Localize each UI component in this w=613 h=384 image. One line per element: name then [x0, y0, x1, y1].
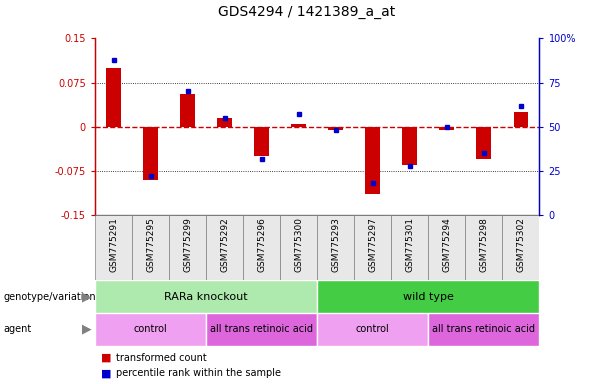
- Text: GSM775295: GSM775295: [146, 217, 155, 272]
- Bar: [95, 313, 206, 346]
- Bar: [465, 215, 503, 280]
- Bar: [132, 215, 169, 280]
- Text: genotype/variation: genotype/variation: [3, 291, 96, 302]
- Text: control: control: [134, 324, 167, 334]
- Text: all trans retinoic acid: all trans retinoic acid: [432, 324, 535, 334]
- Text: wild type: wild type: [403, 291, 454, 302]
- Bar: [217, 118, 232, 127]
- Bar: [280, 215, 318, 280]
- Text: GSM775301: GSM775301: [405, 217, 414, 272]
- Bar: [318, 215, 354, 280]
- Bar: [428, 215, 465, 280]
- Bar: [206, 215, 243, 280]
- Bar: [391, 215, 428, 280]
- Text: percentile rank within the sample: percentile rank within the sample: [116, 368, 281, 378]
- Text: ▶: ▶: [82, 290, 92, 303]
- Bar: [402, 127, 417, 165]
- Bar: [365, 127, 380, 194]
- Bar: [503, 215, 539, 280]
- Bar: [318, 280, 539, 313]
- Bar: [106, 68, 121, 127]
- Bar: [428, 313, 539, 346]
- Text: ■: ■: [101, 353, 112, 363]
- Text: RARa knockout: RARa knockout: [164, 291, 248, 302]
- Bar: [514, 112, 528, 127]
- Text: agent: agent: [3, 324, 31, 334]
- Text: GSM775297: GSM775297: [368, 217, 377, 272]
- Text: GSM775291: GSM775291: [109, 217, 118, 272]
- Bar: [254, 127, 269, 156]
- Bar: [354, 215, 391, 280]
- Text: GSM775292: GSM775292: [220, 217, 229, 272]
- Text: GSM775296: GSM775296: [257, 217, 266, 272]
- Bar: [440, 127, 454, 130]
- Bar: [169, 215, 206, 280]
- Text: GSM775294: GSM775294: [443, 217, 451, 272]
- Bar: [476, 127, 491, 159]
- Text: GSM775302: GSM775302: [516, 217, 525, 272]
- Text: transformed count: transformed count: [116, 353, 207, 363]
- Bar: [243, 215, 280, 280]
- Bar: [143, 127, 158, 180]
- Bar: [206, 313, 318, 346]
- Bar: [329, 127, 343, 130]
- Text: control: control: [356, 324, 390, 334]
- Text: all trans retinoic acid: all trans retinoic acid: [210, 324, 313, 334]
- Text: ■: ■: [101, 368, 112, 378]
- Text: GDS4294 / 1421389_a_at: GDS4294 / 1421389_a_at: [218, 5, 395, 19]
- Bar: [95, 280, 318, 313]
- Bar: [180, 94, 195, 127]
- Bar: [95, 215, 132, 280]
- Text: GSM775293: GSM775293: [331, 217, 340, 272]
- Bar: [291, 124, 306, 127]
- Text: GSM775299: GSM775299: [183, 217, 192, 272]
- Text: GSM775298: GSM775298: [479, 217, 489, 272]
- Bar: [318, 313, 428, 346]
- Text: GSM775300: GSM775300: [294, 217, 303, 272]
- Text: ▶: ▶: [82, 323, 92, 336]
